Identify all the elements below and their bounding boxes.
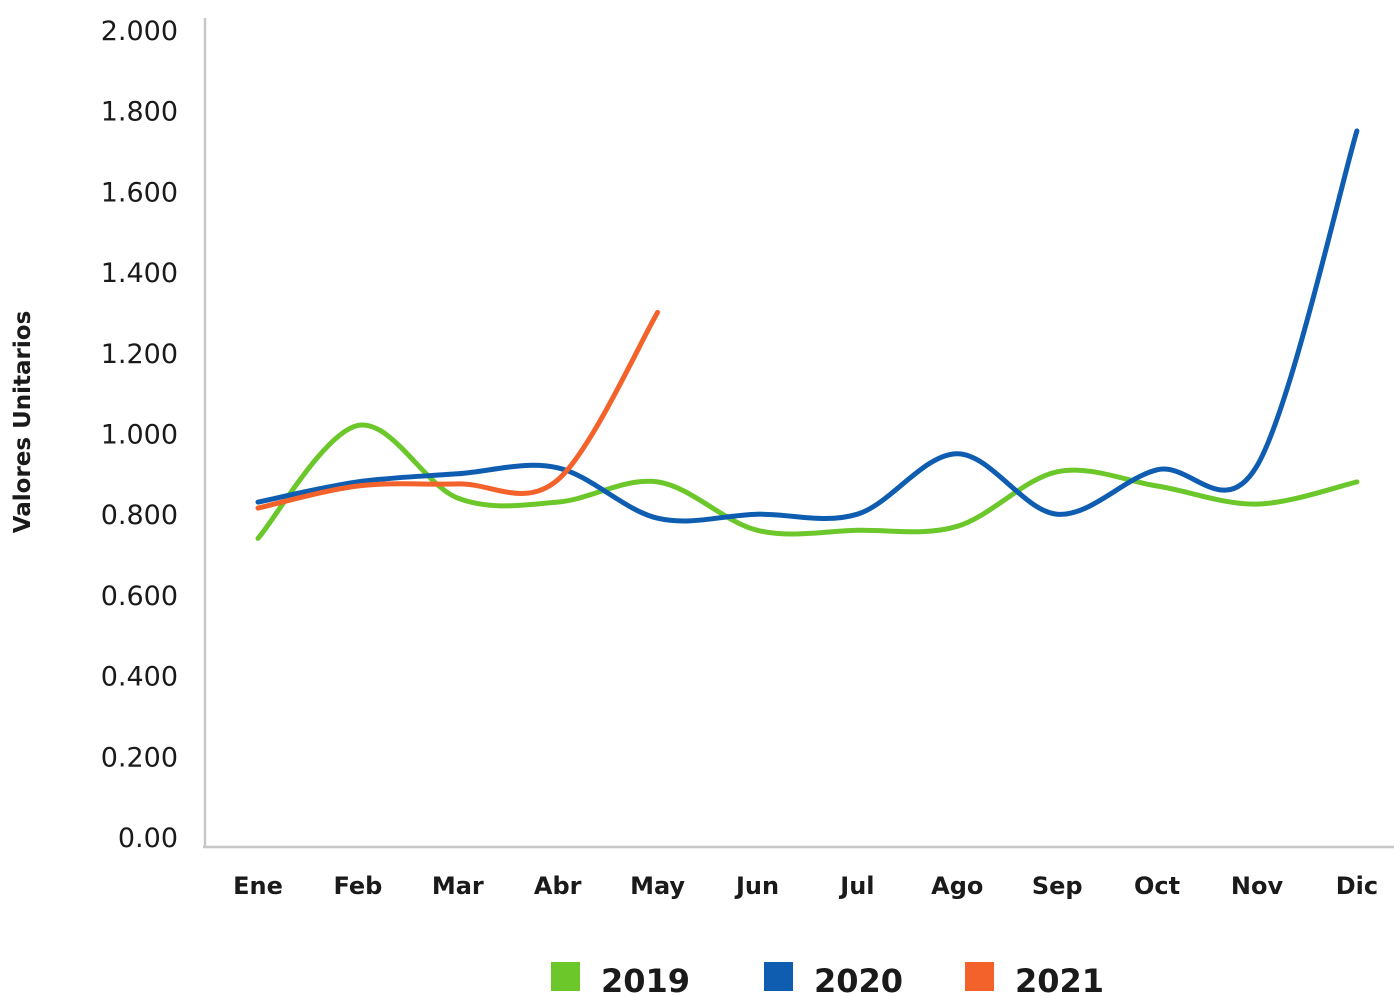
y-tick-label: 0.400 [101,662,178,693]
y-tick-label: 2.000 [101,16,178,47]
y-tick-label: 0.600 [101,581,178,612]
legend-swatch-2019 [551,962,580,991]
y-tick-label: 0.800 [101,500,178,531]
x-tick-label: Mar [432,872,484,900]
x-tick-label: Nov [1231,872,1284,900]
y-tick-label: 1.200 [101,339,178,370]
series-line-2021 [255,309,661,511]
legend-label-2020: 2020 [814,962,903,997]
legend-swatch-2020 [764,962,793,991]
x-tick-label: Abr [534,872,582,900]
legend-label-2019: 2019 [601,962,690,997]
x-tick-label: Jun [734,872,779,900]
y-tick-label: 1.400 [101,258,178,289]
y-tick-label: 0.200 [101,742,178,773]
y-axis-title: Valores Unitarios [10,311,36,534]
x-tick-label: Dic [1336,872,1378,900]
y-tick-label: 1.000 [101,420,178,451]
y-axis-ticks: 0.00 0.200 0.400 0.600 0.800 1.000 1.200 1.400 1… [101,16,178,854]
x-tick-label: Sep [1032,872,1083,900]
series-line-2019 [255,422,1360,541]
x-tick-label: Ene [233,872,283,900]
x-tick-label: Oct [1134,872,1180,900]
x-tick-label: Jul [838,872,874,900]
x-tick-label: Ago [931,872,983,900]
series-line-2020 [255,128,1360,524]
y-tick-label: 1.600 [101,177,178,208]
x-tick-label: Feb [333,872,382,900]
y-tick-label: 0.00 [118,823,178,854]
legend-label-2021: 2021 [1015,962,1104,997]
x-axis-ticks: Ene Feb Mar Abr May Jun Jul Ago Sep Oct Nov Dic [233,872,1378,900]
series-lines [255,128,1360,541]
y-tick-label: 1.800 [101,97,178,128]
x-tick-label: May [630,872,685,900]
legend: 2019 2020 2021 [551,962,1104,997]
legend-swatch-2021 [965,962,994,991]
